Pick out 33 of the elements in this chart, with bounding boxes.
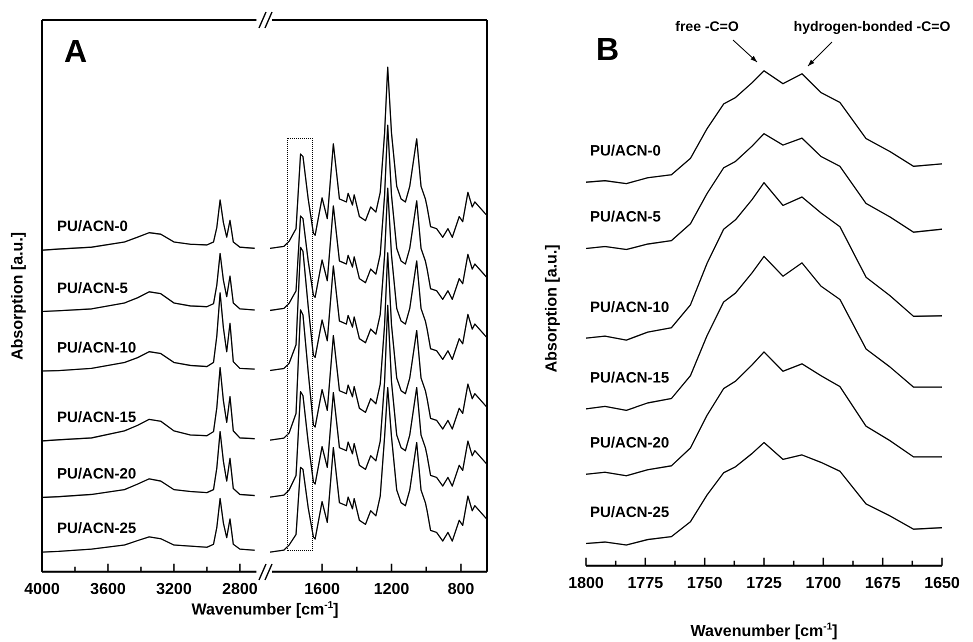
x-tick-label: 3600 xyxy=(90,580,126,598)
text: free -C=O xyxy=(675,18,739,34)
x-tick-label: 800 xyxy=(448,580,474,598)
chart-title: B xyxy=(596,31,620,67)
x-tick-label: 1650 xyxy=(924,574,960,592)
x-tick-label: 1725 xyxy=(746,574,782,592)
series-label: PU/ACN-15 xyxy=(590,369,670,386)
chart-title: A xyxy=(64,33,88,69)
series-label: PU/ACN-5 xyxy=(57,280,128,297)
series-label: PU/ACN-20 xyxy=(590,434,670,452)
x-tick-label: 2800 xyxy=(222,580,258,598)
x-tick-label: 1600 xyxy=(304,580,340,598)
series-label: PU/ACN-15 xyxy=(57,408,136,426)
x-tick-label: 1675 xyxy=(864,574,901,592)
x-tick-label: 1775 xyxy=(628,574,664,592)
series-label: PU/ACN-10 xyxy=(57,339,136,356)
series-label: PU/ACN-25 xyxy=(57,520,136,538)
series-label: PU/ACN-20 xyxy=(57,465,136,482)
series-label: PU/ACN-0 xyxy=(590,142,661,160)
y-axis-title: Absorption [a.u.] xyxy=(9,232,26,360)
series-label: PU/ACN-25 xyxy=(590,504,670,522)
series-label: PU/ACN-5 xyxy=(590,208,661,226)
x-tick-label: 1700 xyxy=(806,574,842,592)
text: hydrogen-bonded -C=O xyxy=(794,18,950,34)
x-axis-title: Wavenumber [cm$^{-1}$] xyxy=(191,600,339,620)
x-tick-label: 1200 xyxy=(374,580,410,598)
series-label: PU/ACN-10 xyxy=(590,299,670,316)
series-label: PU/ACN-0 xyxy=(57,218,128,236)
x-tick-label: 1800 xyxy=(568,574,604,592)
y-axis-title: Absorption [a.u.] xyxy=(543,244,560,372)
x-tick-label: 3200 xyxy=(156,580,192,598)
x-tick-label: 4000 xyxy=(24,580,60,598)
x-tick-label: 1750 xyxy=(686,574,723,592)
